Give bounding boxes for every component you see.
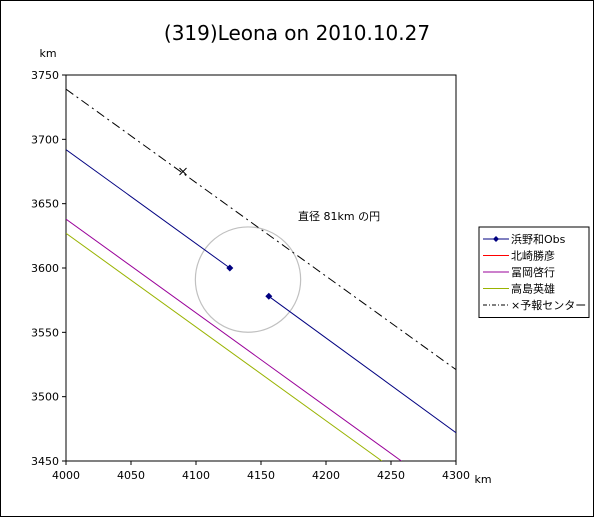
x-tick-label: 4000 bbox=[52, 469, 80, 482]
x-tick-label: 4050 bbox=[117, 469, 145, 482]
legend-label: 高島英雄 bbox=[511, 282, 555, 296]
plot-area: 3450 3500 3550 3600 3650 3700 3750 4000 4050 4100… bbox=[31, 69, 470, 482]
y-tick-label: 3450 bbox=[31, 455, 59, 468]
circle-annotation: 直径 81km の円 bbox=[298, 209, 380, 223]
y-tick-label: 3750 bbox=[31, 69, 59, 82]
legend-label: ×予報センター bbox=[511, 299, 586, 312]
y-tick-label: 3500 bbox=[31, 391, 59, 404]
y-tick-label: 3550 bbox=[31, 326, 59, 339]
legend-label: 浜野和Obs bbox=[511, 233, 566, 246]
plot-frame bbox=[65, 74, 457, 462]
diamond-marker bbox=[226, 264, 234, 272]
chart-title: (319)Leona on 2010.10.27 bbox=[164, 21, 430, 45]
legend-label: 北崎勝彦 bbox=[511, 249, 555, 263]
legend-label: 冨岡啓行 bbox=[511, 265, 555, 279]
series-line bbox=[66, 232, 383, 461]
x-tick-label: 4150 bbox=[247, 469, 275, 482]
series-group bbox=[66, 88, 456, 461]
y-axis-unit: km bbox=[39, 47, 56, 60]
diamond-marker bbox=[265, 292, 273, 300]
y-tick-label: 3700 bbox=[31, 133, 59, 146]
x-axis-unit: km bbox=[474, 473, 491, 486]
series-line bbox=[66, 88, 456, 371]
x-tick-label: 4300 bbox=[442, 469, 470, 482]
cross-marker bbox=[179, 167, 187, 176]
y-tick-label: 3600 bbox=[31, 262, 59, 275]
series-line bbox=[66, 149, 231, 269]
series-line bbox=[268, 295, 456, 434]
x-tick-label: 4250 bbox=[377, 469, 405, 482]
x-tick-label: 4100 bbox=[182, 469, 210, 482]
series-line bbox=[66, 218, 402, 461]
legend-marker bbox=[493, 236, 499, 242]
y-tick-label: 3650 bbox=[31, 198, 59, 211]
x-tick-label: 4200 bbox=[312, 469, 340, 482]
diameter-circle bbox=[194, 226, 302, 333]
